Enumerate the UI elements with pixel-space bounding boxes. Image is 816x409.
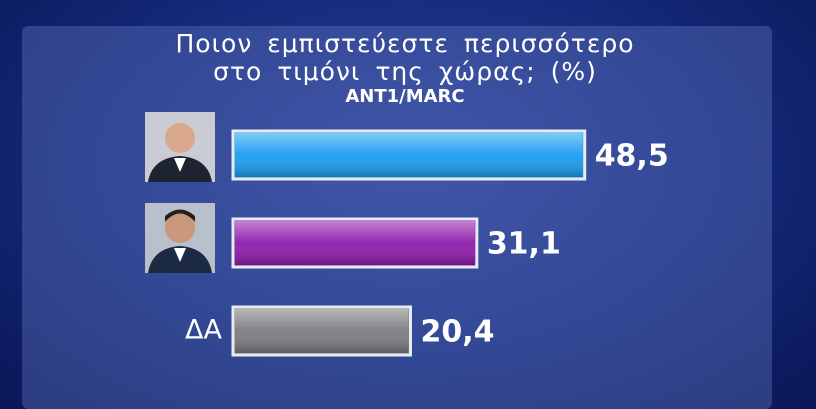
bar-shine — [235, 133, 583, 177]
chart-title: Ποιον εμπιστεύεστε περισσότερο στο τιμόν… — [175, 29, 635, 86]
bar-shine — [235, 309, 409, 353]
value-label: 48,5 — [595, 139, 669, 174]
value-label: 31,1 — [487, 227, 561, 262]
chart-subtitle: ANT1/MARC — [345, 86, 465, 107]
value-label: 20,4 — [420, 315, 494, 350]
category-label: ΔΑ — [185, 315, 222, 346]
photo — [145, 203, 215, 273]
bar-shine — [235, 221, 475, 265]
photo — [145, 112, 215, 182]
